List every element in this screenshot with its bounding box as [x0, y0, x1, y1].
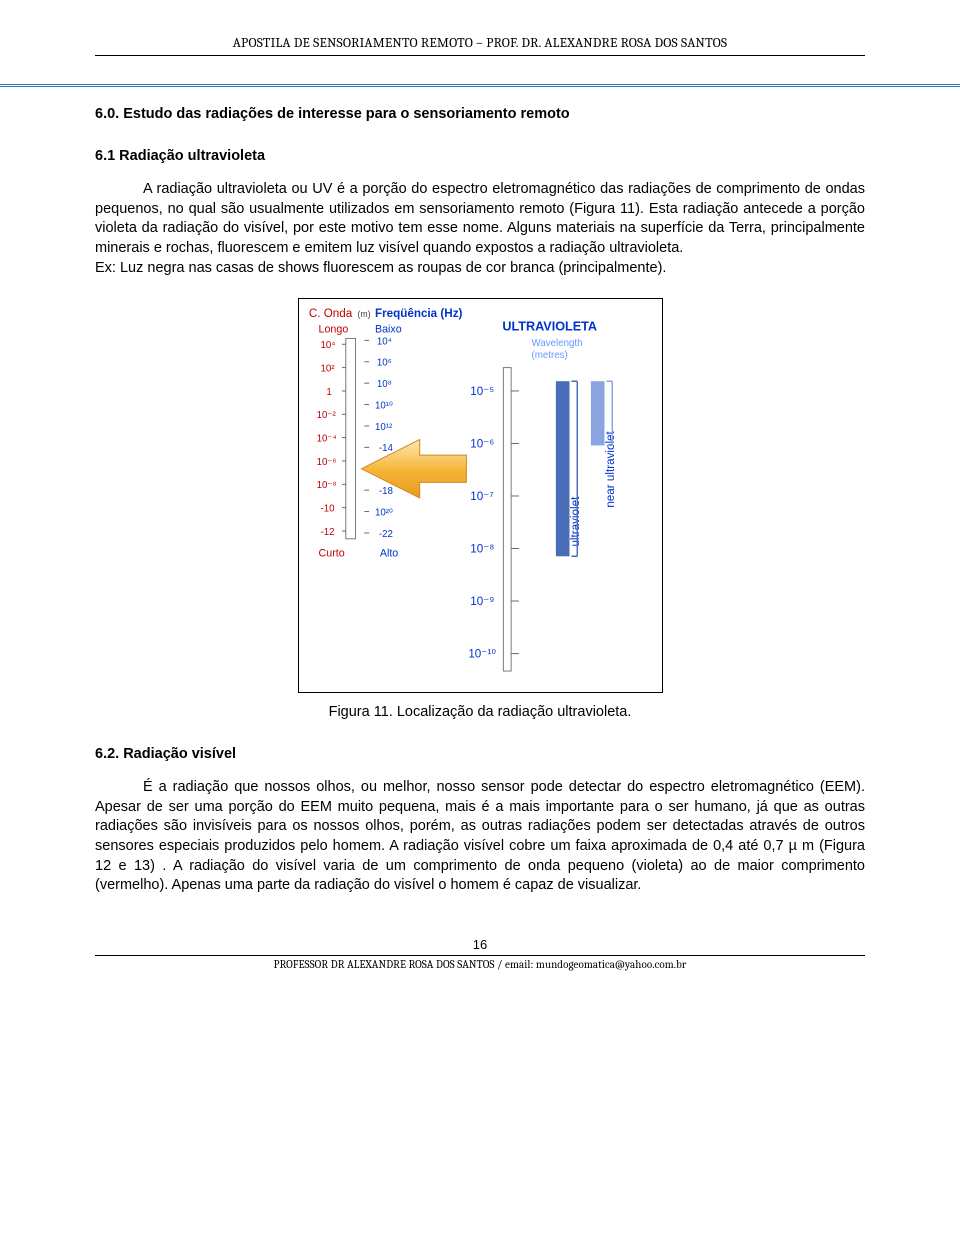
svg-text:-18: -18 — [378, 486, 392, 497]
fig-wavelength: Wavelength — [531, 338, 582, 349]
svg-text:10⁻⁷: 10⁻⁷ — [470, 490, 493, 503]
fig-curto: Curto — [318, 547, 344, 559]
svg-text:10¹⁰: 10¹⁰ — [374, 401, 392, 412]
svg-text:10¹²: 10¹² — [374, 422, 392, 433]
subsection-6-1-para-2: Ex: Luz negra nas casas de shows fluores… — [95, 259, 865, 279]
fig-alto: Alto — [379, 547, 397, 559]
content-area: 6.0. Estudo das radiações de interesse p… — [95, 87, 865, 895]
subsection-6-2-para: É a radiação que nossos olhos, ou melhor… — [95, 778, 865, 895]
fig-baixo: Baixo — [374, 324, 401, 336]
svg-text:10⁻⁵: 10⁻⁵ — [470, 385, 494, 398]
svg-text:10⁻¹⁰: 10⁻¹⁰ — [468, 648, 496, 661]
svg-text:10⁶: 10⁶ — [376, 358, 391, 369]
page-number: 16 — [95, 936, 865, 954]
footer-text: PROFESSOR DR ALEXANDRE ROSA DOS SANTOS /… — [95, 955, 865, 973]
arrow-icon — [361, 440, 466, 498]
right-scale-bar — [503, 368, 511, 671]
svg-text:10⁻⁸: 10⁻⁸ — [470, 543, 494, 556]
svg-text:-22: -22 — [378, 529, 392, 540]
fig-metres: (metres) — [531, 350, 567, 361]
svg-text:10⁻⁸: 10⁻⁸ — [316, 480, 336, 491]
near-uv-bar — [590, 381, 604, 445]
subsection-6-2-title: 6.2. Radiação visível — [95, 745, 865, 765]
svg-text:10²: 10² — [320, 364, 335, 375]
svg-text:10⁴: 10⁴ — [320, 340, 335, 351]
fig-freq: Freqüência (Hz) — [374, 307, 462, 320]
section-title: 6.0. Estudo das radiações de interesse p… — [95, 105, 865, 125]
svg-text:10⁴: 10⁴ — [376, 336, 391, 347]
subsection-6-1-title: 6.1 Radiação ultravioleta — [95, 147, 865, 167]
svg-text:-10: -10 — [320, 504, 335, 515]
near-uv-label: near ultraviolet — [604, 431, 617, 508]
mid-ticks: 10⁴ 10⁶ 10⁸ 10¹⁰ 10¹² -14 -16 -18 10²⁰ -… — [364, 336, 393, 540]
svg-text:-12: -12 — [320, 527, 334, 538]
subsection-6-1-para: A radiação ultravioleta ou UV é a porção… — [95, 180, 865, 258]
uv-bar — [555, 381, 569, 556]
svg-text:10⁻⁹: 10⁻⁹ — [470, 595, 494, 608]
figure-11-svg: C. Onda (m) Freqüência (Hz) ULTRAVIOLETA… — [303, 303, 658, 688]
svg-text:10⁻⁶: 10⁻⁶ — [470, 438, 494, 451]
uv-label: ultraviolet — [569, 496, 582, 547]
svg-text:1: 1 — [326, 387, 331, 398]
left-scale-bar — [345, 339, 355, 539]
footer: 16 PROFESSOR DR ALEXANDRE ROSA DOS SANTO… — [95, 936, 865, 973]
figure-11-container: C. Onda (m) Freqüência (Hz) ULTRAVIOLETA… — [95, 298, 865, 693]
fig-c-onda-u: (m) — [357, 309, 370, 319]
fig-uv-title: ULTRAVIOLETA — [502, 320, 597, 334]
doc-header: APOSTILA DE SENSORIAMENTO REMOTO – PROF.… — [95, 35, 865, 56]
svg-text:-14: -14 — [378, 443, 393, 454]
svg-text:10⁻⁶: 10⁻⁶ — [316, 457, 336, 468]
svg-text:10⁻²: 10⁻² — [316, 410, 336, 421]
fig-c-onda: C. Onda — [308, 307, 352, 320]
svg-text:10²⁰: 10²⁰ — [374, 508, 392, 519]
figure-11: C. Onda (m) Freqüência (Hz) ULTRAVIOLETA… — [298, 298, 663, 693]
svg-text:10⁻⁴: 10⁻⁴ — [316, 434, 336, 445]
left-ticks: 10⁴ 10² 1 10⁻² 10⁻⁴ 10⁻⁶ 10⁻⁸ -10 -12 — [316, 340, 345, 538]
fig-longo: Longo — [318, 324, 348, 336]
figure-11-caption: Figura 11. Localização da radiação ultra… — [95, 703, 865, 723]
svg-text:10⁸: 10⁸ — [376, 379, 391, 390]
